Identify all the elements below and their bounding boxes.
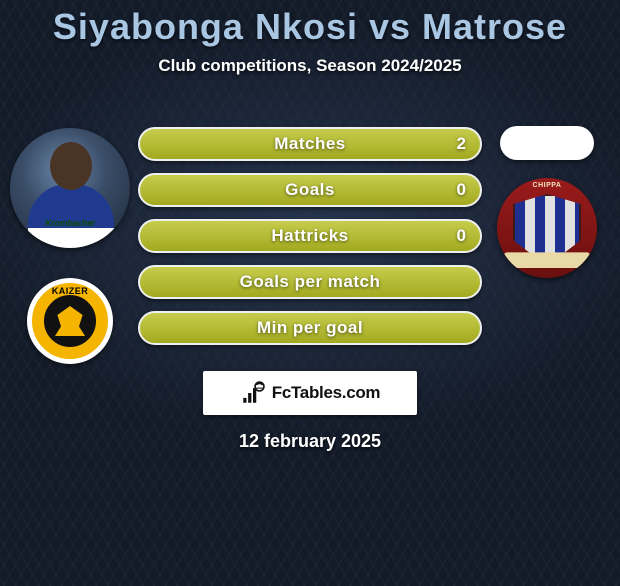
metric-label: Min per goal: [257, 318, 363, 338]
metric-label: Matches: [274, 134, 346, 154]
left-club-badge: KAIZER: [27, 278, 113, 364]
comparison-date: 12 february 2025: [138, 431, 482, 452]
left-club-ring-text: KAIZER: [27, 286, 113, 296]
page-title: Siyabonga Nkosi vs Matrose: [0, 6, 620, 48]
left-column: Krombacher KAIZER: [8, 128, 132, 364]
left-player-avatar: Krombacher: [10, 128, 130, 248]
left-player-sponsor: Krombacher: [10, 218, 130, 228]
fctables-icon: [240, 380, 266, 406]
right-club-badge: CHIPPA: [497, 178, 597, 278]
right-player-avatar-blank: [500, 126, 594, 160]
metric-bar: Min per goal: [138, 311, 482, 345]
avatar-body-shape: [28, 184, 114, 248]
metric-value-left: 0: [457, 175, 466, 205]
metric-bar: Goals per match: [138, 265, 482, 299]
metric-bar: Matches 2: [138, 127, 482, 161]
metric-value-left: 0: [457, 221, 466, 251]
right-club-top-text: CHIPPA: [497, 182, 597, 189]
club-banner-shape: [502, 252, 593, 268]
metric-bar: Hattricks 0: [138, 219, 482, 253]
right-column: CHIPPA: [492, 126, 602, 278]
metric-label: Goals: [285, 180, 335, 200]
fctables-logo-box: FcTables.com: [203, 371, 417, 415]
subtitle: Club competitions, Season 2024/2025: [0, 56, 620, 76]
metric-label: Hattricks: [271, 226, 348, 246]
metrics-bars: Matches 2 Goals 0 Hattricks 0 Goals per match M…: [138, 127, 482, 345]
avatar-head-shape: [50, 142, 92, 190]
metric-bar: Goals 0: [138, 173, 482, 207]
metric-value-left: 2: [457, 129, 466, 159]
footer-block: FcTables.com 12 february 2025: [138, 359, 482, 452]
fctables-logo-text: FcTables.com: [272, 383, 381, 403]
metric-label: Goals per match: [240, 272, 381, 292]
